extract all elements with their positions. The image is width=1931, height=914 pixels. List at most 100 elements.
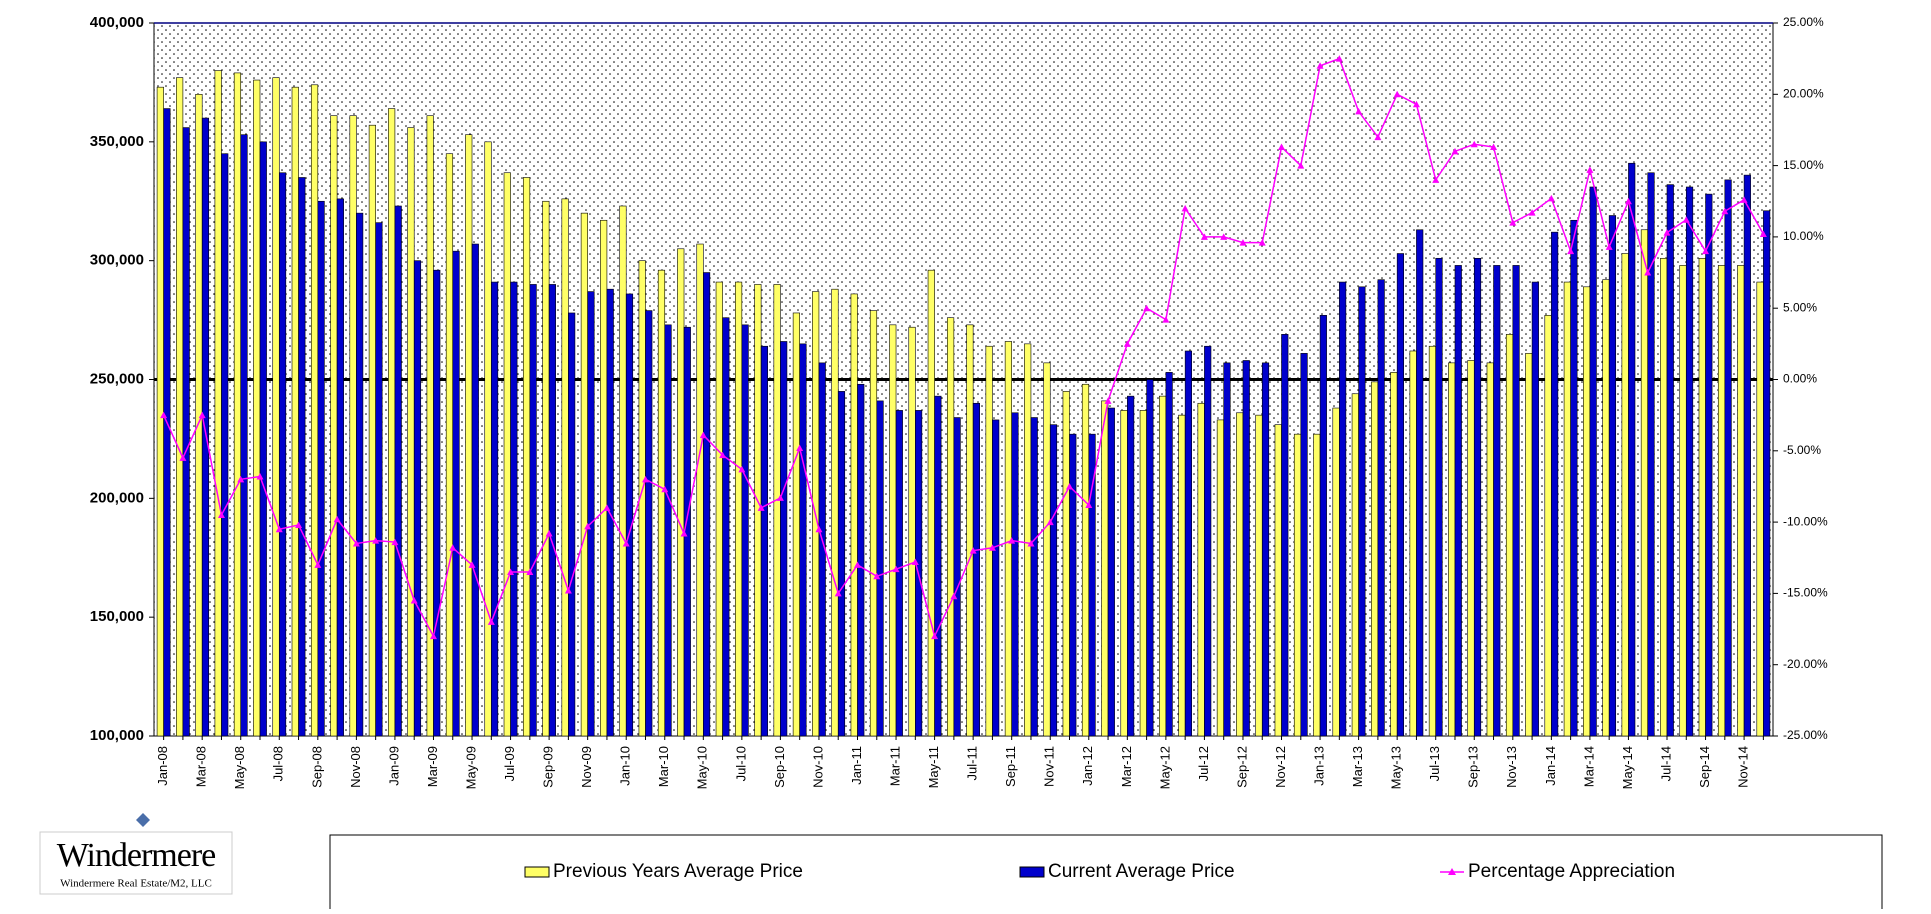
- bar: [1563, 281, 1571, 737]
- legend-label: Previous Years Average Price: [553, 861, 803, 882]
- bar: [1531, 281, 1539, 737]
- bar: [503, 172, 511, 737]
- bar: [972, 402, 980, 737]
- y-tick-label: 250,000: [90, 370, 144, 387]
- line-marker: [1682, 216, 1690, 223]
- line-marker: [410, 597, 418, 604]
- y2-tick-label: 10.00%: [1783, 229, 1824, 243]
- bar: [529, 284, 537, 737]
- line-marker: [391, 538, 399, 546]
- x-tick-label: Sep-11: [1003, 746, 1018, 787]
- bar: [1274, 424, 1282, 737]
- bar: [1428, 345, 1437, 737]
- bar: [407, 127, 415, 737]
- bar: [542, 200, 550, 737]
- bar: [677, 248, 685, 737]
- bar: [1628, 162, 1636, 737]
- bar: [1358, 286, 1366, 737]
- bar: [413, 260, 422, 737]
- bar: [857, 383, 865, 737]
- bar: [291, 86, 299, 737]
- x-tick-label: Sep-10: [772, 746, 787, 788]
- line-marker: [1123, 340, 1131, 347]
- x-tick-label: May-11: [926, 746, 941, 788]
- x-tick-label: Jan-13: [1312, 746, 1327, 786]
- bar: [1024, 343, 1032, 737]
- y-tick-label: 300,000: [90, 252, 144, 269]
- bar: [1081, 383, 1090, 737]
- line-marker: [256, 472, 264, 480]
- line-marker: [1220, 233, 1228, 240]
- line-marker: [507, 568, 515, 576]
- x-tick-label: Jul-10: [733, 746, 748, 781]
- bar: [703, 272, 711, 737]
- bar: [259, 141, 267, 737]
- bar: [1698, 257, 1706, 737]
- bar: [1454, 265, 1462, 737]
- bar: [889, 324, 897, 737]
- bar: [317, 200, 325, 737]
- bar: [734, 281, 743, 737]
- bar: [1743, 174, 1751, 737]
- bar: [1300, 353, 1308, 737]
- line-marker: [314, 561, 322, 568]
- bar: [1621, 253, 1629, 737]
- line-marker: [1200, 233, 1208, 240]
- line-marker: [1335, 55, 1343, 62]
- bar: [1261, 362, 1270, 737]
- bar: [895, 410, 903, 737]
- logo-icon: [136, 813, 150, 827]
- x-tick-label: Jul-08: [271, 746, 286, 781]
- legend-box: [329, 834, 1883, 914]
- y2-tick-label: -10.00%: [1783, 514, 1828, 528]
- bar: [1570, 219, 1578, 737]
- line-marker: [1759, 230, 1767, 238]
- x-tick-label: Nov-14: [1736, 746, 1751, 788]
- bar: [1467, 360, 1475, 737]
- bar: [1608, 215, 1617, 737]
- bar: [1339, 281, 1347, 737]
- bar: [1371, 381, 1379, 737]
- x-tick-label: May-10: [695, 746, 710, 789]
- bar: [792, 312, 800, 737]
- bar: [1666, 184, 1674, 737]
- x-tick-label: Jan-08: [155, 746, 170, 786]
- bar: [1396, 253, 1405, 737]
- line-marker: [796, 444, 804, 451]
- x-tick-label: Jan-12: [1080, 746, 1095, 786]
- line-marker: [1490, 143, 1498, 151]
- x-tick-label: Mar-12: [1119, 746, 1134, 787]
- bar: [1679, 265, 1687, 737]
- line-marker: [1528, 209, 1536, 216]
- line-marker: [1470, 140, 1478, 148]
- line-marker: [1432, 176, 1440, 183]
- x-tick-label: Nov-11: [1042, 746, 1057, 787]
- bar: [176, 77, 184, 737]
- logo-box: [39, 831, 233, 895]
- line-marker: [1162, 316, 1170, 323]
- line-marker: [680, 530, 688, 537]
- y2-tick-label: 25.00%: [1783, 15, 1824, 29]
- line-marker: [1644, 269, 1652, 276]
- bar: [837, 391, 846, 737]
- bar: [1011, 412, 1019, 737]
- bar: [1589, 186, 1597, 737]
- line-marker: [988, 544, 996, 551]
- x-tick-label: Sep-08: [309, 746, 324, 788]
- x-tick-label: Jul-13: [1427, 746, 1442, 781]
- line-marker: [1278, 143, 1286, 151]
- bar: [1486, 362, 1494, 737]
- line-marker: [1046, 518, 1054, 526]
- x-tick-label: Mar-14: [1581, 746, 1596, 787]
- line-marker: [1547, 194, 1555, 202]
- bar: [1756, 281, 1764, 737]
- y-tick-label: 100,000: [90, 727, 144, 744]
- line-marker: [1374, 133, 1382, 141]
- y-tick-label: 400,000: [90, 14, 144, 31]
- line-marker: [564, 587, 572, 594]
- legend-label: Percentage Appreciation: [1468, 861, 1675, 882]
- bar: [1724, 179, 1732, 737]
- line-marker: [1509, 219, 1517, 226]
- bar: [908, 326, 916, 737]
